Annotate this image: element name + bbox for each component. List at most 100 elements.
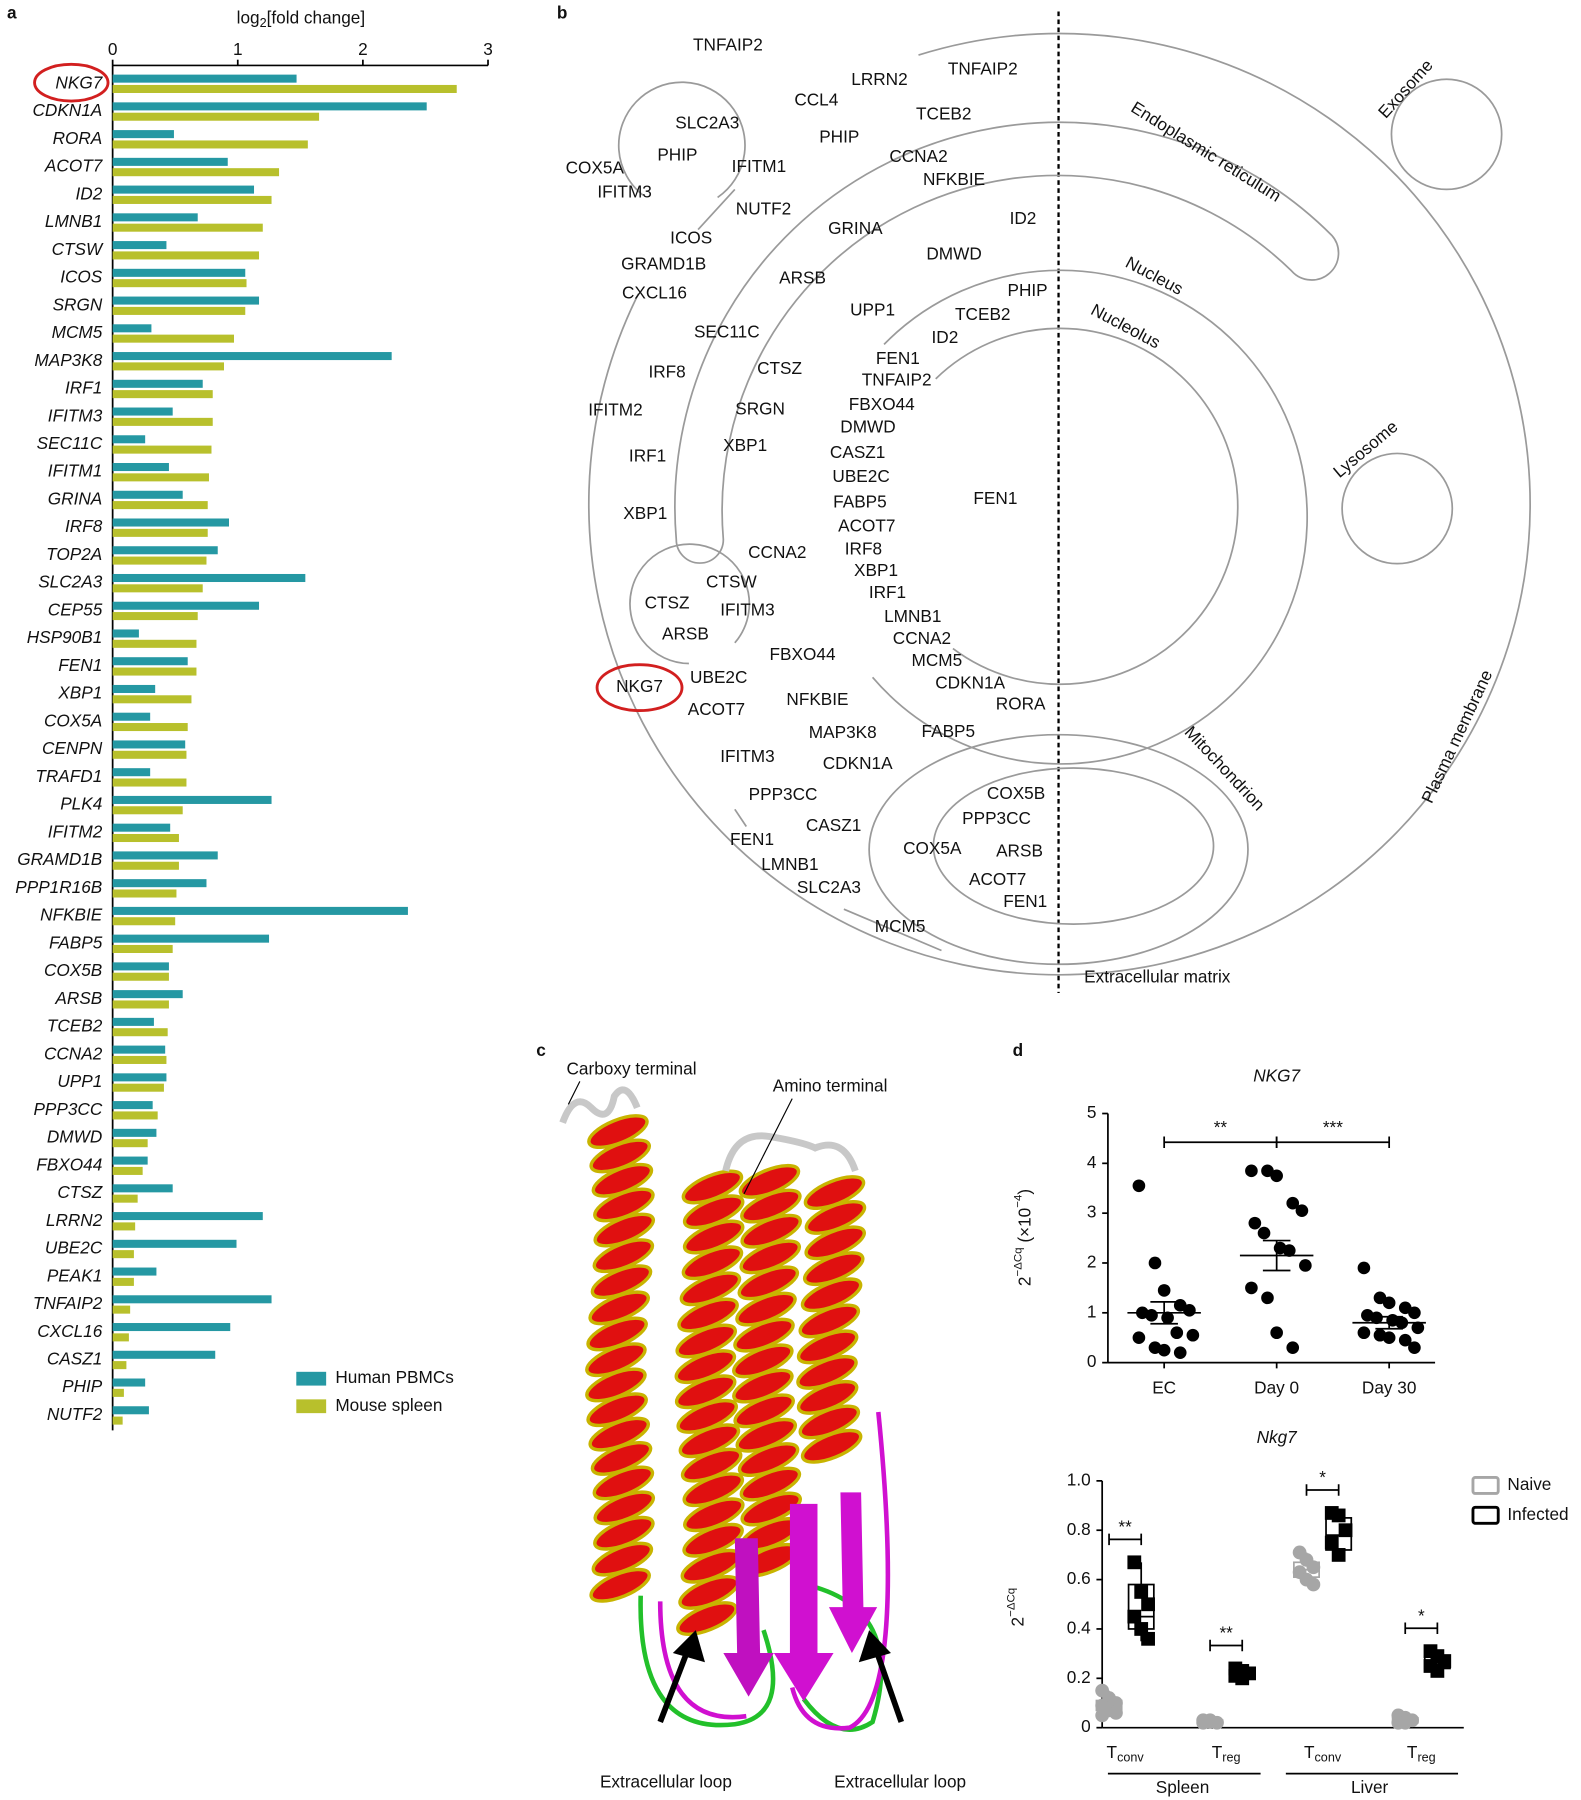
point xyxy=(1173,1346,1187,1359)
structure-label: Carboxy terminal xyxy=(566,1058,696,1078)
category-label: GRINA xyxy=(48,488,102,508)
gene-label: CTSZ xyxy=(757,358,802,378)
gene-label: MCM5 xyxy=(912,650,963,670)
y-tick-label: 2 xyxy=(1087,1252,1097,1272)
gene-label: UBE2C xyxy=(832,466,889,486)
bar xyxy=(112,1073,167,1082)
vesicle-left xyxy=(629,543,751,665)
x-tick-label: Tconv xyxy=(1304,1741,1342,1765)
bar xyxy=(112,1055,167,1064)
bar xyxy=(112,1267,157,1276)
point xyxy=(1148,1256,1162,1270)
point xyxy=(1270,1326,1283,1340)
label-part: T xyxy=(1407,1741,1418,1761)
bar xyxy=(112,934,270,943)
gene-label: DMWD xyxy=(840,417,895,437)
x-tick-label: 0 xyxy=(108,39,118,59)
bar xyxy=(112,390,213,399)
loop-magenta xyxy=(657,1411,891,1731)
point xyxy=(1408,1341,1421,1354)
x-tick-label: 2 xyxy=(358,39,368,59)
gene-label: LRRN2 xyxy=(851,69,907,89)
terminal-coil xyxy=(559,1086,641,1124)
point xyxy=(1141,1631,1155,1646)
bar xyxy=(112,1388,124,1397)
significance-label: ** xyxy=(1118,1516,1132,1536)
bar xyxy=(112,490,183,499)
y-tick-label: 0 xyxy=(1087,1351,1097,1371)
compartment-label: Lysosome xyxy=(1329,416,1401,481)
bar xyxy=(112,806,183,815)
bar xyxy=(112,1239,237,1248)
significance-label: ** xyxy=(1219,1623,1233,1643)
error-bar xyxy=(1375,1315,1403,1330)
point xyxy=(1109,1705,1123,1720)
arrow xyxy=(874,1652,904,1723)
bar xyxy=(112,417,213,426)
significance-bracket xyxy=(1404,1622,1439,1634)
bar xyxy=(112,629,139,638)
bar xyxy=(112,84,457,93)
gene-label: CASZ1 xyxy=(806,815,861,835)
point xyxy=(1183,1304,1196,1317)
mitochondrion-inner xyxy=(932,767,1215,925)
bar xyxy=(112,435,146,444)
panel-label: d xyxy=(1013,1040,1024,1060)
gene-label: ACOT7 xyxy=(969,869,1026,889)
gene-label: CCL4 xyxy=(794,90,838,110)
y-tick-label: 1 xyxy=(1087,1301,1097,1321)
gene-label: XBP1 xyxy=(854,560,898,580)
bar xyxy=(112,601,260,610)
x-tick-label: 3 xyxy=(483,39,493,59)
category-label: FABP5 xyxy=(49,932,103,952)
y-tick-label: 0.2 xyxy=(1067,1667,1091,1687)
gene-label: IRF8 xyxy=(845,538,882,558)
category-label: GRAMD1B xyxy=(17,849,102,869)
significance-bracket xyxy=(1209,1639,1244,1652)
significance-bracket xyxy=(1305,1484,1340,1496)
y-axis-label: 2−ΔCq xyxy=(1006,1588,1027,1627)
bar xyxy=(112,501,208,510)
point xyxy=(1261,1291,1274,1305)
bar xyxy=(112,241,167,250)
point xyxy=(1282,1244,1296,1257)
bar xyxy=(112,1361,127,1370)
gene-label: PHIP xyxy=(1007,280,1047,300)
legend-swatch xyxy=(1471,1505,1500,1525)
gene-label: ARSB xyxy=(996,840,1043,860)
category-label: IFITM1 xyxy=(48,461,102,481)
point xyxy=(1132,1179,1146,1193)
bar xyxy=(112,157,228,166)
gene-label: CDKN1A xyxy=(935,673,1005,693)
bar xyxy=(112,1406,149,1415)
gene-label: TCEB2 xyxy=(955,304,1010,324)
bar xyxy=(112,223,263,232)
bar xyxy=(112,1083,164,1092)
bar xyxy=(112,1184,173,1193)
gene-label: IFITM3 xyxy=(597,181,651,201)
bar xyxy=(112,1323,231,1332)
category-label: LRRN2 xyxy=(46,1210,103,1230)
label-sup: −ΔCq xyxy=(1006,1588,1018,1617)
point xyxy=(1338,1523,1353,1538)
legend-label: Infected xyxy=(1507,1504,1568,1524)
gene-label: FABP5 xyxy=(922,721,976,741)
bar xyxy=(112,268,246,277)
arrow xyxy=(657,1652,690,1723)
error-bar xyxy=(1262,1239,1291,1272)
label-part: 2 xyxy=(1014,1276,1034,1286)
label-part: 2 xyxy=(1007,1617,1027,1627)
bar xyxy=(112,1416,123,1425)
category-label: PLK4 xyxy=(60,794,102,814)
significance-bracket xyxy=(1163,1136,1278,1148)
category-label: IRF1 xyxy=(65,378,102,398)
bar xyxy=(112,362,224,371)
gene-label: TNFAIP2 xyxy=(693,34,763,54)
gene-label: SLC2A3 xyxy=(675,113,739,133)
gene-label: IRF1 xyxy=(869,582,906,602)
arrow-head xyxy=(858,1630,891,1663)
gene-label: IFITM3 xyxy=(720,599,774,619)
gene-label: CXCL16 xyxy=(622,282,687,302)
point xyxy=(1398,1333,1412,1347)
nucleolus xyxy=(935,327,1239,686)
